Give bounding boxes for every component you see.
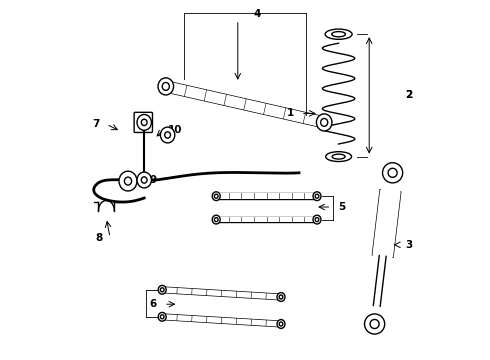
Ellipse shape xyxy=(158,285,166,294)
Ellipse shape xyxy=(141,119,147,126)
Ellipse shape xyxy=(158,78,173,95)
Ellipse shape xyxy=(365,314,385,334)
Ellipse shape xyxy=(214,217,218,222)
Ellipse shape xyxy=(326,152,351,162)
Ellipse shape xyxy=(124,177,132,185)
Text: 3: 3 xyxy=(405,240,413,250)
Ellipse shape xyxy=(383,163,403,183)
FancyBboxPatch shape xyxy=(134,112,152,132)
Text: 2: 2 xyxy=(405,90,413,100)
Text: 1: 1 xyxy=(286,108,294,118)
Ellipse shape xyxy=(137,172,151,188)
Ellipse shape xyxy=(315,217,319,222)
Text: 2: 2 xyxy=(405,90,413,100)
Text: 5: 5 xyxy=(339,202,346,212)
Polygon shape xyxy=(372,190,401,257)
Ellipse shape xyxy=(214,194,218,198)
Ellipse shape xyxy=(160,288,164,292)
Ellipse shape xyxy=(332,154,345,159)
Ellipse shape xyxy=(162,82,170,90)
Ellipse shape xyxy=(165,132,171,138)
Ellipse shape xyxy=(317,114,332,131)
Ellipse shape xyxy=(388,168,397,177)
Polygon shape xyxy=(165,81,325,128)
Ellipse shape xyxy=(325,29,352,39)
Polygon shape xyxy=(216,193,317,199)
Ellipse shape xyxy=(277,293,285,301)
Text: 10: 10 xyxy=(168,125,182,135)
Ellipse shape xyxy=(315,194,319,198)
Polygon shape xyxy=(216,217,317,222)
Text: 9: 9 xyxy=(149,175,157,185)
Text: 4: 4 xyxy=(254,9,261,19)
Ellipse shape xyxy=(119,171,137,191)
Ellipse shape xyxy=(277,320,285,328)
Ellipse shape xyxy=(370,319,379,329)
Ellipse shape xyxy=(160,315,164,319)
Polygon shape xyxy=(162,314,281,327)
Ellipse shape xyxy=(279,295,283,299)
Text: 8: 8 xyxy=(96,233,103,243)
Text: 7: 7 xyxy=(92,119,99,129)
Text: 6: 6 xyxy=(149,299,157,309)
Polygon shape xyxy=(162,287,281,300)
Ellipse shape xyxy=(212,215,220,224)
Ellipse shape xyxy=(279,322,283,326)
Ellipse shape xyxy=(320,118,328,126)
Ellipse shape xyxy=(332,32,345,37)
Ellipse shape xyxy=(160,127,175,143)
Ellipse shape xyxy=(141,177,147,183)
Ellipse shape xyxy=(313,192,321,201)
Ellipse shape xyxy=(212,192,220,201)
Ellipse shape xyxy=(158,312,166,321)
Ellipse shape xyxy=(137,114,151,130)
Ellipse shape xyxy=(313,215,321,224)
